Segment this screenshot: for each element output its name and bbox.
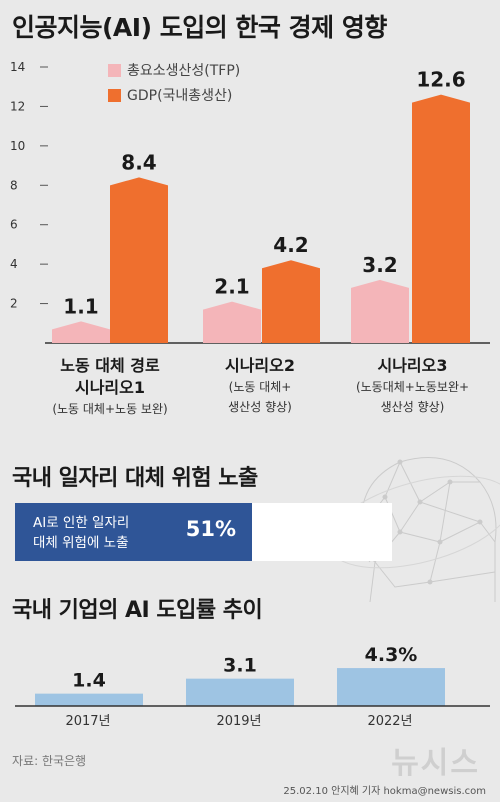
bar-label-gdp: 8.4 [121, 150, 156, 174]
y-tick-label: 14 [10, 60, 25, 74]
y-tick-label: 6 [10, 218, 18, 232]
legend-tfp: 총요소생산성(TFP) [108, 60, 240, 80]
bar-label-tfp: 1.1 [63, 294, 98, 318]
job-risk-bar: AI로 인한 일자리 대체 위험에 노출 51% [15, 503, 252, 561]
bar-tfp [203, 301, 261, 343]
category-scenario2: 시나리오2 (노동 대체+ 생산성 향상) [190, 355, 330, 417]
legend-tfp-swatch [108, 63, 121, 77]
year-label-2019: 2019년 [216, 714, 262, 729]
adoption-bar-label: 1.4 [72, 670, 106, 692]
legend-gdp-label: GDP(국내총생산) [127, 88, 233, 104]
job-risk-label-line2: 대체 위험에 노출 [33, 535, 129, 551]
adoption-bar [186, 678, 294, 706]
year-label-2022: 2022년 [367, 714, 413, 729]
category-scenario1-name: 노동 대체 경로 [60, 356, 160, 375]
bar-tfp [52, 321, 110, 343]
bar-label-tfp: 2.1 [214, 275, 249, 299]
bar-gdp [262, 260, 320, 343]
economic-impact-chart: 2 4 6 8 10 12 14 1.1 2.1 3.2 8.4 4.2 12.6 [10, 60, 490, 344]
legend-gdp-swatch [108, 88, 121, 102]
section-title-job-risk: 국내 일자리 대체 위험 노출 [12, 466, 258, 491]
job-risk-remainder [252, 503, 392, 561]
category-scenario2-note: (노동 대체+ [228, 380, 292, 394]
category-scenario3: 시나리오3 (노동대체+노동보완+ 생산성 향상) [330, 355, 495, 417]
category-scenario2-name: 시나리오2 [224, 356, 295, 375]
category-scenario3-note: (노동대체+노동보완+ [355, 380, 470, 394]
adoption-bar [337, 668, 445, 706]
bar-gdp [412, 94, 470, 343]
job-risk-label-line1: AI로 인한 일자리 [33, 515, 130, 531]
source-note: 자료: 한국은행 [12, 754, 87, 768]
section-title-ai-adoption: 국내 기업의 AI 도입률 추이 [12, 598, 263, 623]
category-scenario2-note2: 생산성 향상) [228, 400, 292, 414]
adoption-bar-label: 4.3% [365, 644, 418, 666]
newsis-logo: 뉴시스 [391, 746, 480, 781]
y-tick-label: 2 [10, 297, 18, 311]
bar-label-gdp: 12.6 [416, 68, 465, 92]
category-scenario1-note: (노동 대체+노동 보완) [52, 402, 168, 416]
category-scenario3-name: 시나리오3 [377, 356, 448, 375]
bar-tfp [351, 279, 409, 343]
legend-gdp: GDP(국내총생산) [108, 85, 232, 105]
adoption-bar [35, 693, 143, 706]
adoption-bar-label: 3.1 [223, 655, 257, 677]
category-scenario1: 노동 대체 경로 시나리오1 (노동 대체+노동 보완) [30, 355, 190, 419]
y-tick-label: 8 [10, 178, 18, 192]
category-scenario1-sub: 시나리오1 [74, 378, 145, 397]
y-tick-label: 12 [10, 99, 25, 113]
legend-tfp-label: 총요소생산성(TFP) [127, 63, 241, 79]
bar-label-tfp: 3.2 [362, 253, 397, 277]
y-tick-label: 10 [10, 139, 25, 153]
year-label-2017: 2017년 [65, 714, 111, 729]
credit-line: 25.02.10 안지혜 기자 hokma@newsis.com [283, 786, 486, 797]
bar-gdp [110, 177, 168, 343]
ai-adoption-chart: 1.4 3.1 4.3% [15, 644, 490, 707]
category-scenario3-note2: 생산성 향상) [380, 400, 445, 414]
job-risk-label: AI로 인한 일자리 대체 위험에 노출 [33, 513, 129, 553]
main-title: 인공지능(AI) 도입의 한국 경제 영향 [12, 13, 387, 42]
job-risk-value: 51% [185, 517, 236, 541]
bar-label-gdp: 4.2 [273, 233, 308, 257]
y-tick-label: 4 [10, 257, 18, 271]
